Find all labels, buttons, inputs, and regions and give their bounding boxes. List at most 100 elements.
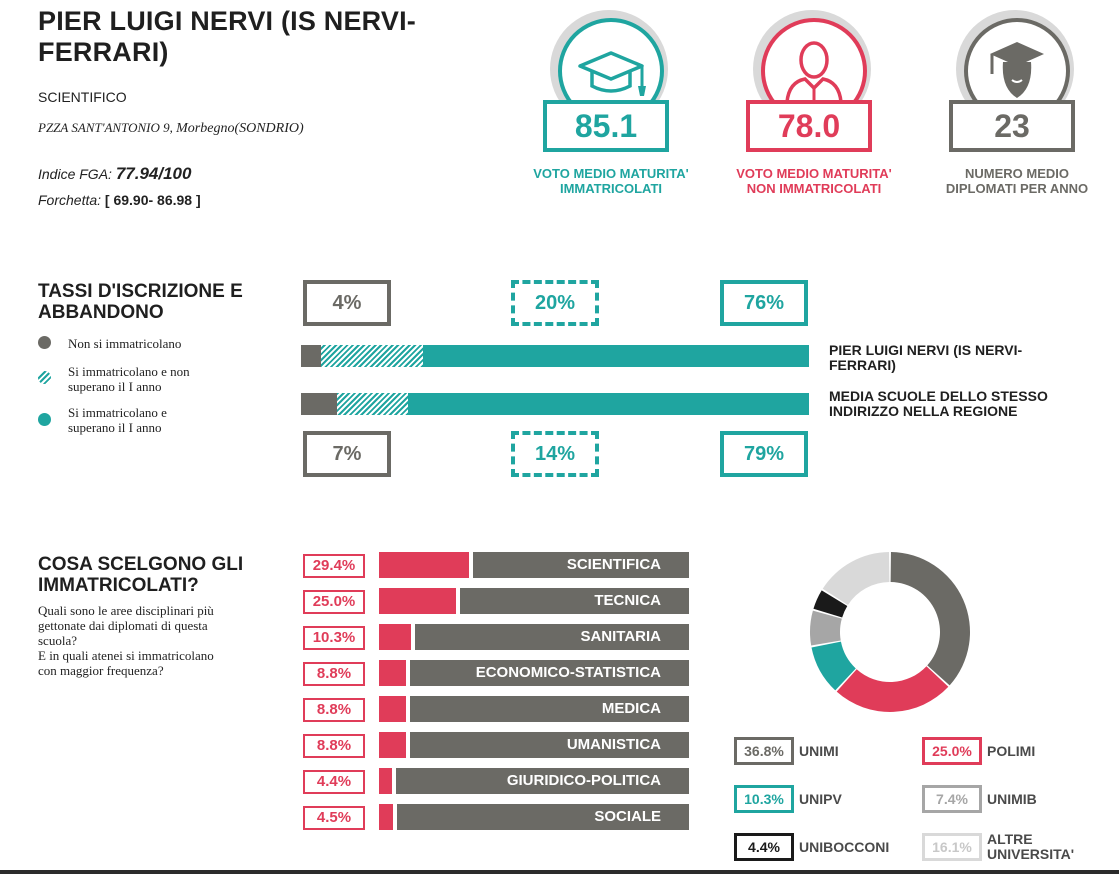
donut-slice-polimi [836, 666, 949, 712]
enrollment-title-line2: ABBANDONO [38, 302, 164, 323]
area-pct-box: 4.5% [303, 806, 365, 830]
legend-item: Si immatricolano e superano il I anno [68, 405, 167, 435]
region-pct-dropout: 14% [511, 431, 599, 477]
legend-dot-not-enrolled [38, 336, 51, 349]
area-bar-label: SANITARIA [415, 624, 689, 650]
legend-dot-dropout [38, 371, 51, 384]
area-pct-box: 4.4% [303, 770, 365, 794]
stat-caption: NUMERO MEDIO DIPLOMATI PER ANNO [917, 166, 1117, 196]
region-pct-pass: 79% [720, 431, 808, 477]
area-bar-label: TECNICA [460, 588, 689, 614]
choices-desc-line: Quali sono le aree disciplinari più [38, 603, 214, 618]
area-bar-share [379, 732, 406, 758]
fga-label: Indice FGA: [38, 166, 116, 182]
area-bar-label: SCIENTIFICA [473, 552, 689, 578]
donut-slice-unimib [810, 610, 842, 646]
universities-donut-chart [810, 552, 970, 712]
legend-label: Non si immatricolano [68, 336, 182, 351]
uni-pct-box: 7.4% [922, 785, 982, 813]
uni-pct-box: 25.0% [922, 737, 982, 765]
school-row-label: PIER LUIGI NERVI (IS NERVI- FERRARI) [829, 343, 1022, 373]
area-bar-share [379, 588, 456, 614]
region-row-label-line1: MEDIA SCUOLE DELLO STESSO [829, 388, 1048, 404]
area-bar-label: GIURIDICO-POLITICA [396, 768, 689, 794]
stat-value: 78.0 [746, 100, 872, 152]
choices-desc-line: gettonate dai diplomati di questa [38, 618, 208, 633]
choices-description: Quali sono le aree disciplinari più gett… [38, 603, 214, 678]
school-pct-not-enrolled: 4% [303, 280, 391, 326]
address-city: Morbegno(SONDRIO) [176, 121, 304, 136]
choices-desc-line: con maggior frequenza? [38, 663, 164, 678]
choices-title-line1: COSA SCELGONO GLI [38, 554, 244, 575]
uni-name: ALTRE UNIVERSITA' [987, 831, 1075, 862]
bar-segment-dropout [321, 345, 423, 367]
stat-diplomati: 23 NUMERO MEDIO DIPLOMATI PER ANNO [917, 0, 1117, 210]
school-type: SCIENTIFICO [38, 89, 127, 105]
school-pct-pass: 76% [720, 280, 808, 326]
legend-dot-pass [38, 413, 51, 426]
area-bar-share [379, 768, 392, 794]
donut-slice-altre-universita [822, 552, 890, 605]
bar-segment-pass [408, 393, 809, 415]
uni-pct-box: 36.8% [734, 737, 794, 765]
stat-caption-line2: IMMATRICOLATI [559, 181, 663, 196]
stat-caption-line1: VOTO MEDIO MATURITA' [736, 166, 892, 181]
stat-caption: VOTO MEDIO MATURITA' IMMATRICOLATI [511, 166, 711, 196]
choices-desc-line: E in quali atenei si immatricolano [38, 648, 214, 663]
region-stacked-bar [301, 393, 809, 415]
bar-segment-not-enrolled [301, 393, 337, 415]
stat-immatricolati: 85.1 VOTO MEDIO MATURITA' IMMATRICOLATI [511, 0, 711, 210]
area-pct-box: 25.0% [303, 590, 365, 614]
bar-segment-pass [423, 345, 809, 367]
area-bar-label: UMANISTICA [410, 732, 689, 758]
uni-name: UNIPV [799, 791, 842, 807]
bar-segment-dropout [337, 393, 408, 415]
region-row-label-line2: INDIRIZZO NELLA REGIONE [829, 403, 1018, 419]
school-row-label-line2: FERRARI) [829, 357, 896, 373]
bottom-divider [0, 870, 1119, 874]
legend-label: superano il I anno [68, 420, 162, 435]
area-bar-label: SOCIALE [397, 804, 689, 830]
enrollment-title-line1: TASSI D'ISCRIZIONE E [38, 281, 243, 302]
uni-pct-box: 10.3% [734, 785, 794, 813]
legend-item: Non si immatricolano [68, 336, 181, 351]
uni-pct-box: 4.4% [734, 833, 794, 861]
school-name: PIER LUIGI NERVI (IS NERVI-FERRARI) [38, 6, 416, 67]
stat-caption-line2: NON IMMATRICOLATI [746, 181, 882, 196]
school-address: PZZA SANT'ANTONIO 9, Morbegno(SONDRIO) [38, 120, 304, 137]
fork-range: Forchetta: [ 69.90- 86.98 ] [38, 192, 201, 208]
area-pct-box: 8.8% [303, 662, 365, 686]
area-pct-box: 8.8% [303, 698, 365, 722]
area-bar-share [379, 696, 406, 722]
area-pct-box: 8.8% [303, 734, 365, 758]
donut-slice-unipv [811, 641, 856, 691]
stat-caption-line1: VOTO MEDIO MATURITA' [533, 166, 689, 181]
stat-value: 23 [949, 100, 1075, 152]
donut-slice-unibocconi [813, 590, 848, 618]
stat-caption-line2: DIPLOMATI PER ANNO [945, 181, 1089, 196]
stat-caption-line1: NUMERO MEDIO [965, 166, 1069, 181]
uni-name: UNIBOCCONI [799, 839, 890, 855]
uni-pct-box: 16.1% [922, 833, 982, 861]
area-bar-share [379, 552, 469, 578]
enrollment-title: TASSI D'ISCRIZIONE E ABBANDONO [38, 281, 243, 323]
address-street: PZZA SANT'ANTONIO 9, [38, 120, 177, 135]
school-pct-dropout: 20% [511, 280, 599, 326]
area-pct-box: 10.3% [303, 626, 365, 650]
uni-name: POLIMI [987, 743, 1036, 759]
area-bar-share [379, 804, 393, 830]
fork-value: [ 69.90- 86.98 ] [104, 192, 201, 208]
choices-desc-line: scuola? [38, 633, 77, 648]
bar-segment-not-enrolled [301, 345, 321, 367]
area-pct-box: 29.4% [303, 554, 365, 578]
region-row-label: MEDIA SCUOLE DELLO STESSO INDIRIZZO NELLA… [829, 389, 1048, 419]
region-pct-not-enrolled: 7% [303, 431, 391, 477]
area-bar-share [379, 624, 411, 650]
school-stacked-bar [301, 345, 809, 367]
area-bar-share [379, 660, 406, 686]
fga-index: Indice FGA: 77.94/100 [38, 164, 191, 184]
area-bar-label: ECONOMICO-STATISTICA [410, 660, 689, 686]
uni-name: UNIMI [799, 743, 839, 759]
uni-name: UNIMIB [987, 791, 1037, 807]
stat-caption: VOTO MEDIO MATURITA' NON IMMATRICOLATI [714, 166, 914, 196]
